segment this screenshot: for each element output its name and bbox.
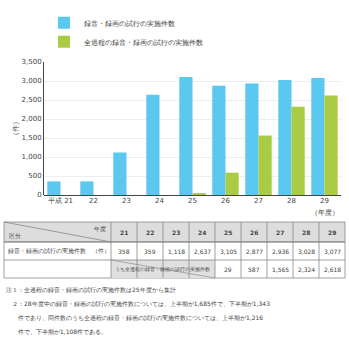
svg-text:26: 26: [250, 229, 258, 236]
svg-text:23: 23: [122, 197, 131, 205]
svg-text:録音・録画の試行の実施件数 （件）: 録音・録画の試行の実施件数 （件）: [8, 247, 110, 255]
svg-text:22: 22: [146, 229, 154, 236]
svg-text:1,118: 1,118: [168, 248, 185, 255]
svg-text:26: 26: [221, 197, 230, 205]
svg-text:24: 24: [155, 197, 164, 205]
svg-text:1,500: 1,500: [22, 134, 42, 142]
svg-text:2,877: 2,877: [246, 248, 263, 255]
svg-text:2,637: 2,637: [194, 248, 211, 255]
svg-text:3,500: 3,500: [22, 58, 42, 66]
svg-text:28: 28: [302, 229, 310, 236]
svg-text:録音・録画の試行の実施件数: 録音・録画の試行の実施件数: [84, 20, 175, 28]
svg-text:2,500: 2,500: [22, 96, 42, 104]
svg-text:25: 25: [224, 229, 232, 236]
svg-text:平成 21: 平成 21: [48, 197, 73, 205]
svg-text:28: 28: [287, 197, 296, 205]
svg-text:29: 29: [224, 266, 232, 273]
svg-text:全過程の録音・録画の試行の実施件数: 全過程の録音・録画の試行の実施件数: [84, 39, 203, 47]
svg-text:年度: 年度: [94, 225, 106, 232]
svg-text:29: 29: [328, 229, 336, 236]
svg-text:23: 23: [172, 229, 180, 236]
svg-text:22: 22: [89, 197, 98, 205]
svg-text:1,000: 1,000: [22, 153, 42, 161]
svg-text:うち全過程の録音・録画の試行の実施件数: うち全過程の録音・録画の試行の実施件数: [115, 266, 210, 272]
svg-text:24: 24: [198, 229, 206, 236]
svg-text:359: 359: [144, 248, 156, 255]
svg-text:3,077: 3,077: [324, 248, 341, 255]
svg-text:区分: 区分: [9, 232, 21, 239]
svg-text:件であり、同件数のうち全過程の録音・録画の試行の実施件数につ: 件であり、同件数のうち全過程の録音・録画の試行の実施件数については、上半期が1,…: [6, 314, 263, 322]
svg-text:2,618: 2,618: [324, 266, 341, 273]
svg-text:587: 587: [248, 266, 260, 273]
svg-text:27: 27: [254, 197, 263, 205]
svg-text:3,028: 3,028: [298, 248, 315, 255]
svg-text:注１：全過程の録音・録画の試行の実施件数は25年度から集計: 注１：全過程の録音・録画の試行の実施件数は25年度から集計: [6, 286, 176, 293]
svg-text:0: 0: [37, 191, 41, 199]
svg-text:358: 358: [118, 248, 130, 255]
svg-text:2,936: 2,936: [272, 248, 289, 255]
svg-text:29: 29: [320, 197, 329, 205]
svg-text:27: 27: [276, 229, 284, 236]
svg-text:2,000: 2,000: [22, 115, 42, 123]
svg-text:件で、下半期が1,108件である。: 件で、下半期が1,108件である。: [6, 328, 107, 336]
svg-text:21: 21: [120, 229, 128, 236]
svg-text:（年度）: （年度）: [311, 209, 339, 217]
svg-text:25: 25: [188, 197, 197, 205]
svg-text:3,000: 3,000: [22, 77, 42, 85]
svg-text:3,105: 3,105: [220, 248, 237, 255]
svg-text:２：28年度中の録音・録画の試行の実施件数については、上半期: ２：28年度中の録音・録画の試行の実施件数については、上半期が1,685件で、下…: [6, 300, 270, 307]
svg-text:（件）: （件）: [12, 118, 20, 139]
svg-text:1,565: 1,565: [272, 266, 289, 273]
svg-text:500: 500: [28, 172, 41, 180]
svg-text:2,324: 2,324: [298, 266, 315, 273]
